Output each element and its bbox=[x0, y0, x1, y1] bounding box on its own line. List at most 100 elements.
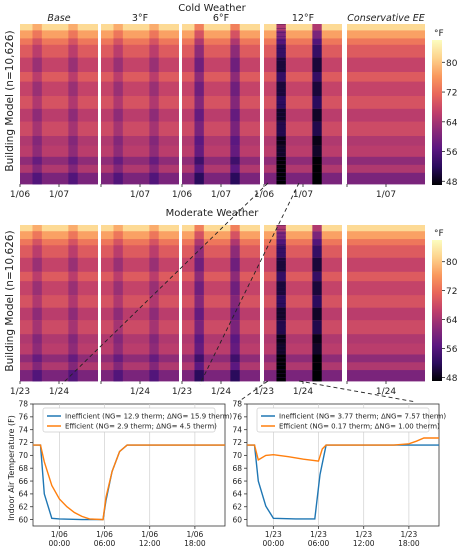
heatmap-band bbox=[20, 136, 98, 146]
heatmap-band bbox=[182, 231, 260, 240]
setback-band bbox=[276, 362, 286, 371]
setback-band bbox=[68, 257, 78, 273]
noise-line bbox=[276, 349, 286, 351]
heatmap-panel bbox=[264, 24, 342, 185]
setback-band bbox=[230, 320, 240, 335]
setback-band bbox=[113, 231, 123, 240]
setback-band bbox=[230, 172, 240, 185]
noise-line bbox=[276, 108, 286, 109]
setback-band bbox=[230, 354, 240, 363]
heatmap-band bbox=[347, 145, 425, 158]
setback-band bbox=[312, 307, 322, 321]
setback-band bbox=[113, 257, 123, 273]
noise-line bbox=[276, 60, 286, 61]
noise-line bbox=[276, 180, 286, 181]
setback-band bbox=[113, 354, 123, 363]
setback-band bbox=[312, 121, 322, 137]
heatmap-band bbox=[347, 307, 425, 321]
setback-band bbox=[113, 24, 123, 31]
setback-band bbox=[276, 81, 286, 97]
y-tick-label: 64 bbox=[18, 490, 28, 499]
heatmap-band bbox=[101, 172, 179, 185]
noise-line bbox=[276, 225, 286, 226]
x-tick-label: 1/06 bbox=[51, 530, 68, 539]
noise-line bbox=[276, 334, 286, 335]
setback-band bbox=[312, 145, 322, 158]
heatmap-panel bbox=[347, 24, 425, 185]
y-tick-label: 60 bbox=[232, 515, 242, 524]
noise-line bbox=[276, 295, 286, 296]
noise-line bbox=[276, 172, 286, 173]
x-tick-label: 1/24 bbox=[376, 387, 396, 397]
heatmap-band bbox=[264, 281, 342, 296]
setback-band bbox=[230, 370, 240, 382]
heatmap-band bbox=[101, 362, 179, 371]
bottom-heatmap-ylabel: Building Model (n=10,626) bbox=[4, 230, 16, 371]
heatmap-panel bbox=[101, 225, 179, 382]
heatmap-band bbox=[264, 231, 342, 240]
colorbar-unit: °F bbox=[434, 229, 444, 239]
y-tick-label: 66 bbox=[232, 477, 242, 486]
legend: Inefficient (NG= 3.77 therm; ΔNG= 7.57 t… bbox=[256, 407, 446, 433]
setback-band bbox=[276, 334, 286, 344]
noise-line bbox=[276, 64, 286, 65]
heatmap-band bbox=[347, 30, 425, 39]
setback-band bbox=[312, 38, 322, 46]
series-line bbox=[33, 444, 225, 521]
setback-band bbox=[68, 81, 78, 97]
setback-band bbox=[68, 38, 78, 46]
setback-band bbox=[149, 108, 159, 122]
setback-band bbox=[230, 38, 240, 46]
x-tick-label: 1/24 bbox=[130, 387, 150, 397]
connector-line bbox=[237, 380, 269, 403]
setback-band bbox=[194, 156, 204, 166]
setback-band bbox=[32, 81, 42, 97]
noise-line bbox=[276, 357, 286, 359]
setback-band bbox=[230, 96, 240, 110]
noise-line bbox=[276, 132, 286, 133]
setback-band bbox=[68, 343, 78, 355]
noise-line bbox=[276, 100, 286, 101]
noise-line bbox=[276, 345, 286, 347]
setback-band bbox=[312, 334, 322, 344]
setback-band bbox=[68, 245, 78, 259]
setback-band bbox=[32, 156, 42, 166]
heatmap-band bbox=[264, 30, 342, 39]
setback-band bbox=[276, 343, 286, 355]
setback-band bbox=[149, 164, 159, 174]
heatmap-band bbox=[20, 271, 98, 282]
noise-line bbox=[276, 322, 286, 324]
noise-line bbox=[276, 361, 286, 363]
heatmap-band bbox=[182, 156, 260, 166]
setback-band bbox=[312, 231, 322, 240]
heatmap-band bbox=[264, 307, 342, 321]
setback-band bbox=[68, 121, 78, 137]
setback-band bbox=[312, 343, 322, 355]
colorbar-fill bbox=[432, 240, 442, 381]
noise-line bbox=[276, 156, 286, 157]
y-tick-label: 68 bbox=[232, 464, 242, 473]
heatmap-band bbox=[101, 320, 179, 335]
heatmap-band bbox=[347, 295, 425, 309]
setback-band bbox=[312, 320, 322, 335]
series-line bbox=[247, 437, 439, 462]
heatmap-band bbox=[182, 108, 260, 122]
setback-band bbox=[68, 295, 78, 309]
noise-line bbox=[276, 136, 286, 137]
noise-line bbox=[276, 330, 286, 331]
heatmap-band bbox=[20, 334, 98, 344]
y-tick-label: 72 bbox=[18, 438, 28, 447]
legend-label: Efficient (NG= 0.17 therm; ΔNG= 1.00 the… bbox=[279, 423, 440, 431]
x-tick-label: 00:00 bbox=[49, 539, 71, 548]
setback-band bbox=[194, 239, 204, 246]
heatmap-band bbox=[182, 245, 260, 259]
noise-line bbox=[276, 264, 286, 265]
heatmap-band bbox=[101, 145, 179, 158]
setback-band bbox=[276, 164, 286, 174]
setback-band bbox=[276, 239, 286, 246]
noise-line bbox=[276, 32, 286, 33]
setback-band bbox=[194, 44, 204, 58]
y-tick-label: 78 bbox=[232, 400, 242, 409]
noise-line bbox=[276, 256, 286, 257]
setback-band bbox=[113, 239, 123, 246]
